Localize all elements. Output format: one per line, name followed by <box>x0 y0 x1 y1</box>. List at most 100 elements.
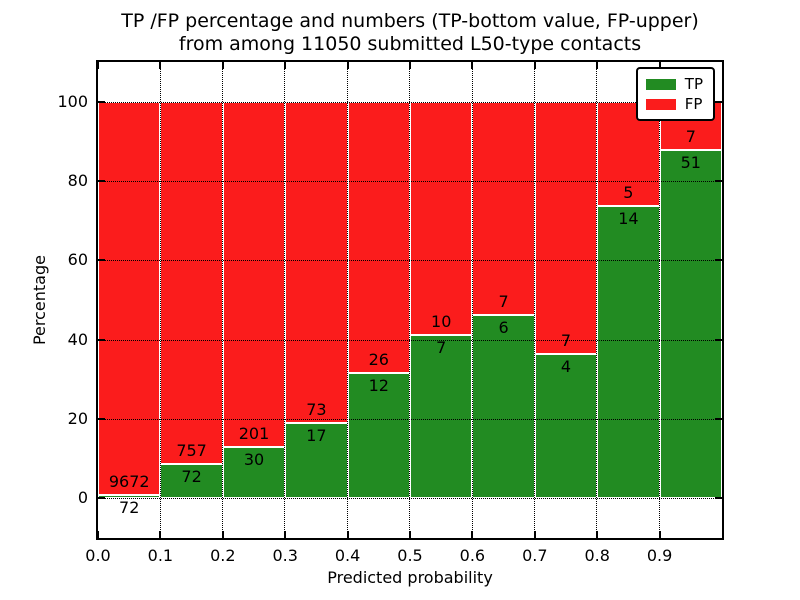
chart-title-line1: TP /FP percentage and numbers (TP-bottom… <box>121 10 699 32</box>
fp-bar-segment <box>285 101 348 424</box>
tp-count-label: 72 <box>119 498 140 518</box>
tp-bar-segment <box>285 423 348 499</box>
chart-title-line2: from among 11050 submitted L50-type cont… <box>178 33 642 55</box>
fp-count-label: 5 <box>623 183 634 203</box>
x-tick-mark-top <box>596 62 599 69</box>
fp-bar-segment <box>160 101 223 464</box>
y-tick-label: 0 <box>77 488 88 508</box>
legend-item-label: FP <box>684 95 703 113</box>
tp-bar-segment <box>160 463 223 499</box>
y-tick-mark-left <box>98 497 105 500</box>
x-tick-mark-top <box>346 62 349 69</box>
fp-bar-segment <box>222 101 286 447</box>
fp-count-label: 7 <box>560 331 572 351</box>
legend-item-label: TP <box>684 75 703 93</box>
fp-bar-segment <box>534 101 598 355</box>
x-tick-mark-top <box>221 62 224 69</box>
vertical-gridline <box>346 62 348 538</box>
y-tick-mark-right <box>715 418 722 420</box>
y-tick-mark-right <box>715 497 722 500</box>
vertical-gridline <box>159 62 161 538</box>
y-tick-label: 60 <box>67 250 88 270</box>
x-tick-mark-top <box>658 62 661 69</box>
fp-bar-segment <box>472 101 535 316</box>
tp-bar-segment <box>347 373 410 499</box>
fp-count-label: 73 <box>306 400 327 420</box>
x-tick-label: 0.0 <box>85 546 111 565</box>
legend-item: TP <box>645 74 703 94</box>
fp-bar-segment <box>98 101 161 496</box>
x-tick-mark-bottom <box>346 531 349 538</box>
y-tick-mark-right <box>715 259 722 262</box>
x-tick-mark-bottom <box>221 531 224 538</box>
x-tick-mark-bottom <box>471 531 474 538</box>
y-tick-mark-right <box>715 338 722 341</box>
tp-bar-segment <box>410 335 473 499</box>
vertical-gridline <box>409 62 411 538</box>
x-tick-label: 0.7 <box>522 546 548 565</box>
vertical-gridline <box>284 62 286 538</box>
tp-count-label: 6 <box>498 318 509 338</box>
tp-count-label: 7 <box>436 338 447 357</box>
fp-bar-segment <box>410 101 473 335</box>
vertical-gridline <box>222 62 224 538</box>
x-tick-mark-top <box>471 62 474 69</box>
tp-bar-segment <box>534 354 598 499</box>
fp-swatch-icon <box>645 98 676 110</box>
vertical-gridline <box>471 62 473 538</box>
vertical-gridline <box>534 62 536 538</box>
legend-item: FP <box>645 94 703 114</box>
fp-count-label: 7 <box>685 126 696 146</box>
x-tick-mark-bottom <box>596 531 599 538</box>
tp-count-label: 17 <box>306 426 327 446</box>
x-tick-mark-top <box>533 62 536 69</box>
fp-count-label: 757 <box>176 440 207 460</box>
y-axis-label: Percentage <box>30 255 49 346</box>
x-tick-label: 0.6 <box>459 546 486 565</box>
fp-count-label: 201 <box>238 423 270 443</box>
x-tick-mark-bottom <box>409 531 411 538</box>
x-tick-label: 0.9 <box>646 546 673 565</box>
fp-bar-segment <box>347 101 410 374</box>
x-tick-label: 0.1 <box>147 546 174 565</box>
x-tick-mark-top <box>159 62 162 69</box>
y-tick-mark-left <box>98 100 105 103</box>
x-tick-label: 0.8 <box>584 546 610 565</box>
fp-count-label: 9672 <box>108 472 150 492</box>
vertical-gridline <box>596 62 598 538</box>
x-tick-mark-bottom <box>533 531 536 538</box>
plot-area: 9672 72 757 72 201 30 73 17 26 12 10 7 7 6 7 4 5 14 7 51 TP… <box>96 60 724 540</box>
x-axis-label: Predicted probability <box>327 568 493 587</box>
x-tick-mark-top <box>409 62 411 69</box>
y-tick-label: 80 <box>67 171 88 190</box>
vertical-gridline <box>658 62 660 538</box>
y-tick-label: 100 <box>57 91 88 111</box>
tp-count-label: 51 <box>680 152 701 172</box>
fp-count-label: 10 <box>431 312 452 331</box>
x-tick-label: 0.4 <box>334 546 361 565</box>
y-tick-label: 20 <box>67 409 88 428</box>
y-tick-mark-right <box>715 180 722 182</box>
x-tick-mark-bottom <box>284 531 287 538</box>
x-tick-label: 0.3 <box>272 546 298 565</box>
tp-bar-segment <box>597 206 660 499</box>
y-tick-mark-left <box>98 418 105 420</box>
legend: TP FP <box>635 67 715 121</box>
x-tick-mark-bottom <box>658 531 661 538</box>
y-tick-mark-left <box>98 259 105 262</box>
tp-count-label: 14 <box>618 209 639 229</box>
x-tick-label: 0.2 <box>210 546 236 565</box>
chart-title: TP /FP percentage and numbers (TP-bottom… <box>98 10 722 56</box>
y-tick-mark-left <box>98 180 105 182</box>
y-tick-label: 40 <box>67 329 88 349</box>
tp-count-label: 30 <box>243 449 265 469</box>
y-tick-mark-left <box>98 338 105 341</box>
x-tick-mark-bottom <box>159 531 162 538</box>
tp-count-label: 4 <box>560 357 572 377</box>
tp-bar-segment <box>472 315 535 499</box>
x-tick-mark-top <box>284 62 287 69</box>
fp-count-label: 7 <box>498 292 509 312</box>
fp-count-label: 26 <box>368 350 389 370</box>
x-tick-mark-bottom <box>97 531 99 538</box>
tp-count-label: 12 <box>368 376 389 396</box>
